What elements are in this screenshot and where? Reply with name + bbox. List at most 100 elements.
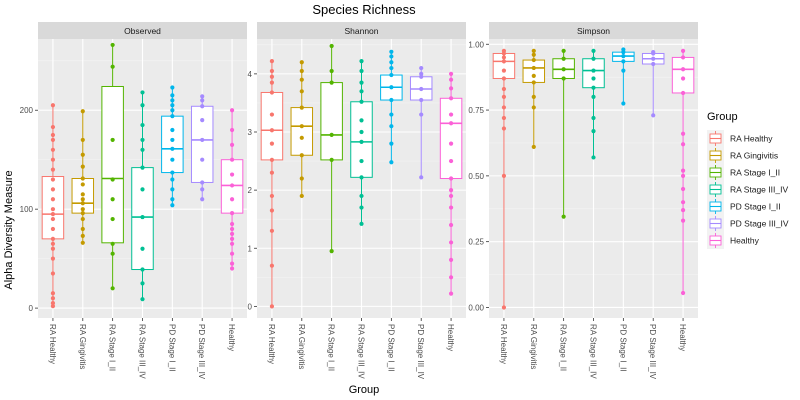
data-point <box>359 175 364 180</box>
y-tick-label: 0 <box>248 302 253 311</box>
data-point <box>170 85 175 90</box>
data-point <box>651 50 656 55</box>
data-point <box>50 246 56 251</box>
data-point <box>359 80 364 85</box>
facet-strip-label: Observed <box>124 26 161 36</box>
data-point <box>561 56 566 61</box>
data-point <box>50 256 56 261</box>
box-ra-stage-i-ii <box>101 42 124 291</box>
facet-strip <box>38 22 247 39</box>
box-ra-healthy <box>41 103 65 309</box>
data-point <box>531 65 536 71</box>
facet-panels: Observed 0 100 200 RA Healthy RA Gingivitis RA… <box>20 22 698 380</box>
x-tick-label: RA Stage III_IV <box>138 324 147 379</box>
data-point <box>359 221 364 226</box>
data-point <box>448 291 454 296</box>
data-point <box>680 48 686 53</box>
data-point <box>140 267 145 272</box>
data-point <box>680 168 686 173</box>
data-point <box>80 233 85 238</box>
data-point <box>561 67 566 72</box>
y-tick-label: 100 <box>20 205 34 214</box>
y-tick-label: 0.75 <box>468 106 484 115</box>
data-point <box>140 147 145 152</box>
data-point <box>50 304 56 309</box>
data-point <box>448 240 454 245</box>
box-body <box>260 91 284 161</box>
data-point <box>680 186 686 192</box>
data-point <box>591 68 596 73</box>
data-point <box>680 207 686 213</box>
legend: Group RA Healthy RA Gingivitis RA Stage I_… <box>707 111 789 249</box>
data-point <box>501 76 507 81</box>
data-point <box>501 305 507 310</box>
box-healthy <box>220 108 244 271</box>
data-point <box>419 74 424 79</box>
data-point <box>448 86 454 91</box>
data-point <box>229 172 235 177</box>
box-body <box>320 82 343 161</box>
data-point <box>80 216 85 222</box>
y-tick-label: 1.00 <box>468 40 484 49</box>
data-point <box>269 263 275 268</box>
box-ra-gingivitis <box>290 60 314 199</box>
data-point <box>329 43 334 49</box>
data-point <box>80 197 85 202</box>
data-point <box>389 65 394 71</box>
data-point <box>269 112 275 117</box>
data-point <box>110 137 115 143</box>
data-point <box>50 177 56 182</box>
data-point <box>299 153 304 158</box>
x-tick-label: RA Gingivitis <box>529 324 538 369</box>
data-point <box>389 60 394 65</box>
data-point <box>651 56 656 61</box>
data-point <box>50 241 56 246</box>
data-point <box>389 141 394 146</box>
data-point <box>651 61 656 67</box>
x-tick-label: RA Stage III_IV <box>589 324 598 379</box>
x-tick-label: PD Stage III_IV <box>197 324 206 380</box>
data-point <box>140 214 145 220</box>
data-point <box>680 76 686 81</box>
data-point <box>200 197 205 202</box>
data-point <box>448 176 454 181</box>
data-point <box>419 97 424 103</box>
data-point <box>501 68 507 73</box>
y-tick-label: 200 <box>20 106 34 115</box>
x-tick-label: RA Healthy <box>48 324 57 364</box>
box-body <box>439 97 463 179</box>
data-point <box>110 42 115 48</box>
data-point <box>269 157 275 162</box>
data-point <box>389 97 394 103</box>
data-point <box>170 108 175 113</box>
data-point <box>448 71 454 76</box>
legend-label: RA Stage III_IV <box>730 185 788 195</box>
box-body <box>161 115 184 174</box>
data-point <box>299 135 304 140</box>
box-ra-stage-i-ii <box>552 48 575 219</box>
data-point <box>448 257 454 262</box>
data-point <box>591 48 596 53</box>
data-point <box>110 177 115 182</box>
x-tick-label: Healthy <box>678 324 687 351</box>
data-point <box>531 144 536 150</box>
data-point <box>229 231 235 237</box>
data-point <box>80 164 85 169</box>
y-tick-label: 2 <box>248 186 253 195</box>
data-point <box>591 94 596 100</box>
legend-item-pd-stage-iii-iv: PD Stage III_IV <box>707 215 789 232</box>
data-point <box>359 58 364 64</box>
data-point <box>389 49 394 54</box>
data-point <box>80 207 85 212</box>
data-point <box>621 101 626 106</box>
data-point <box>561 48 566 53</box>
data-point <box>110 216 115 222</box>
data-point <box>329 157 334 162</box>
data-point <box>359 89 364 94</box>
data-point <box>419 86 424 92</box>
data-point <box>170 127 175 133</box>
data-point <box>229 251 235 256</box>
data-point <box>329 80 334 85</box>
data-point <box>329 68 334 74</box>
